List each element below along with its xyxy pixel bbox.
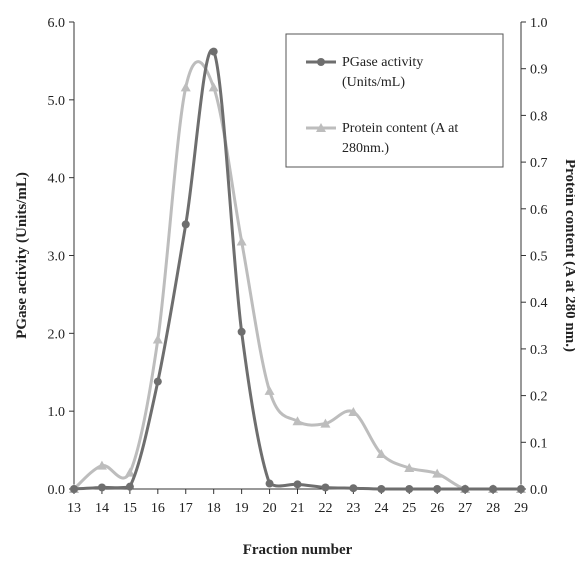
x-tick-label: 13 bbox=[67, 501, 81, 516]
data-point bbox=[404, 462, 415, 472]
x-axis-title: Fraction number bbox=[243, 542, 353, 558]
x-tick-label: 23 bbox=[346, 501, 360, 516]
data-point bbox=[152, 334, 163, 344]
x-tick-label: 26 bbox=[430, 501, 444, 516]
data-point bbox=[125, 482, 134, 491]
x-tick-label: 24 bbox=[374, 501, 388, 516]
legend-entry: PGase activity (Units/mL) bbox=[306, 55, 423, 90]
y-right-tick-label: 0.2 bbox=[530, 390, 548, 405]
x-tick-label: 27 bbox=[458, 501, 472, 516]
x-tick-label: 17 bbox=[179, 501, 193, 516]
data-point bbox=[432, 468, 443, 478]
data-point bbox=[348, 406, 359, 416]
x-tick-label: 18 bbox=[207, 501, 221, 516]
y-right-tick-label: 0.6 bbox=[530, 203, 548, 218]
data-point bbox=[209, 47, 218, 56]
legend-label-line: 280nm.) bbox=[342, 141, 389, 156]
y-left-axis-title: PGase activity (Units/mL) bbox=[14, 172, 30, 339]
y-right-tick-label: 0.0 bbox=[530, 483, 548, 498]
x-tick-label: 29 bbox=[514, 501, 528, 516]
legend-swatch-marker bbox=[317, 58, 325, 66]
series-pgase-activity bbox=[70, 47, 525, 493]
legend-box bbox=[285, 33, 504, 168]
data-point bbox=[433, 485, 442, 493]
data-point bbox=[153, 377, 162, 386]
series-layer bbox=[69, 47, 526, 493]
legend-label: PGase activity (Units/mL) bbox=[342, 55, 423, 90]
data-point bbox=[293, 480, 302, 489]
y-right-tick-label: 0.5 bbox=[530, 250, 548, 265]
x-tick-label: 28 bbox=[486, 501, 500, 516]
data-point bbox=[321, 483, 330, 492]
y-left-tick-label: 2.0 bbox=[48, 327, 66, 342]
y-left-tick-label: 0.0 bbox=[48, 483, 66, 498]
y-left-tick-label: 1.0 bbox=[48, 405, 66, 420]
x-tick-label: 15 bbox=[123, 501, 137, 516]
y-left-tick-label: 5.0 bbox=[48, 94, 66, 109]
data-point bbox=[461, 485, 470, 493]
data-point bbox=[265, 479, 274, 488]
y-right-tick-label: 0.7 bbox=[530, 156, 548, 171]
data-point bbox=[237, 327, 246, 336]
legend-entry: Protein content (A at 280nm.) bbox=[306, 121, 458, 156]
y-left-tick-label: 3.0 bbox=[48, 250, 66, 265]
axes: 0.0 1.0 2.0 3.0 4.0 5.0 6.0 0.0 0.1 0.2 0.3 0.4 0.5 0… bbox=[48, 16, 548, 516]
x-tick-label: 19 bbox=[235, 501, 249, 516]
data-point bbox=[292, 416, 303, 426]
legend-label-line: Protein content (A at bbox=[342, 121, 458, 136]
x-tick-label: 22 bbox=[318, 501, 332, 516]
y-left-tick-label: 6.0 bbox=[48, 16, 66, 31]
legend: PGase activity (Units/mL) Protein content … bbox=[285, 33, 504, 168]
y-right-tick-label: 0.9 bbox=[530, 63, 548, 78]
legend-label-line: (Units/mL) bbox=[342, 75, 405, 90]
y-left-tick-label: 4.0 bbox=[48, 172, 66, 187]
y-right-tick-label: 0.4 bbox=[530, 296, 548, 311]
y-right-tick-label: 0.1 bbox=[530, 436, 548, 451]
legend-label: Protein content (A at 280nm.) bbox=[342, 121, 458, 156]
data-point bbox=[96, 460, 107, 470]
legend-label-line: PGase activity bbox=[342, 55, 423, 70]
data-point bbox=[377, 485, 386, 493]
data-point bbox=[180, 82, 191, 92]
x-tick-label: 20 bbox=[263, 501, 277, 516]
x-tick-label: 14 bbox=[95, 501, 109, 516]
data-point bbox=[489, 485, 498, 493]
data-point bbox=[70, 485, 78, 493]
legend-swatch-marker bbox=[316, 123, 326, 132]
data-point bbox=[97, 483, 106, 492]
x-tick-label: 21 bbox=[291, 501, 305, 516]
data-point bbox=[517, 485, 525, 493]
data-point bbox=[208, 82, 219, 92]
data-point bbox=[320, 418, 331, 428]
y-right-tick-label: 1.0 bbox=[530, 16, 548, 31]
x-tick-label: 16 bbox=[151, 501, 165, 516]
data-point bbox=[124, 467, 135, 477]
y-right-axis-title: Protein content (A at 280 nm.) bbox=[562, 159, 575, 352]
data-point bbox=[181, 220, 190, 229]
data-point bbox=[264, 385, 275, 395]
x-tick-label: 25 bbox=[402, 501, 416, 516]
data-point bbox=[236, 236, 247, 246]
y-right-tick-label: 0.3 bbox=[530, 343, 548, 358]
data-point bbox=[349, 484, 358, 493]
data-point bbox=[376, 448, 387, 458]
data-point bbox=[405, 485, 414, 493]
y-right-tick-label: 0.8 bbox=[530, 109, 548, 124]
